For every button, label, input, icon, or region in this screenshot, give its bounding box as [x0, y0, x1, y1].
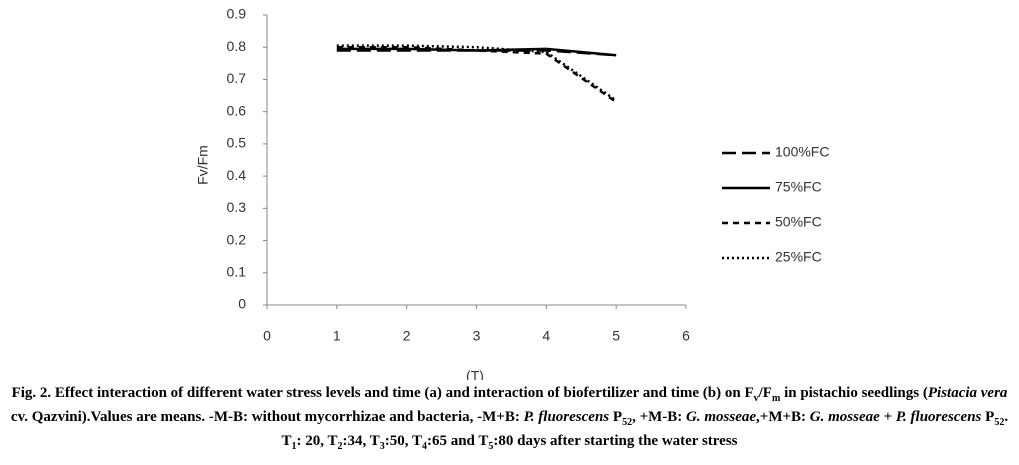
y-tick-label: 0.8: [227, 38, 247, 54]
y-tick-label: 0.1: [227, 263, 247, 279]
series-line: [336, 44, 617, 102]
caption-run: :34, T: [342, 433, 380, 449]
caption-run: . T: [281, 409, 1009, 449]
caption-run: cv. Qazvini).Values are means. -M-B: wit…: [10, 409, 524, 425]
caption-run: 5: [488, 441, 494, 452]
y-tick-label: 0.2: [227, 231, 247, 247]
caption-run: G. mosseae + P. fluorescens: [809, 409, 982, 425]
y-tick-label: 0.7: [227, 70, 247, 86]
x-tick-label: 4: [542, 328, 550, 344]
legend-label: 100%FC: [775, 144, 829, 160]
caption-run: , +M-B:: [632, 409, 687, 425]
legend-label: 50%FC: [775, 214, 822, 230]
caption-run: 1: [291, 441, 297, 452]
caption-run: 4: [421, 441, 427, 452]
caption-run: P: [981, 409, 995, 425]
x-tick-label: 5: [612, 328, 620, 344]
x-axis-label: (T): [466, 368, 484, 380]
caption-run: P: [609, 409, 623, 425]
caption-run: :65 and T: [426, 433, 489, 449]
caption-run: :80 days after starting the water stress: [493, 433, 738, 449]
caption-run: 2: [337, 441, 343, 452]
caption-run: :50, T: [384, 433, 422, 449]
caption-run: : 20, T: [296, 433, 338, 449]
caption-run: 52: [994, 417, 1005, 428]
series-line: [336, 45, 617, 104]
x-tick-label: 3: [473, 328, 481, 344]
chart: 0 0.1 0.2 0.3 0.4 0.5 0.6 0.7 0.8 0.9 0 1 2 3 4 5 6 (T) Fv…: [195, 6, 830, 380]
caption-run: 52: [622, 417, 633, 428]
legend-label: 75%FC: [775, 179, 822, 195]
y-tick-label: 0.3: [227, 199, 247, 215]
series-line: [336, 47, 617, 57]
caption: Fig. 2. Effect interaction of different …: [10, 384, 1009, 456]
y-tick-label: 0.5: [227, 135, 247, 151]
caption-run: Pistacia vera: [927, 385, 1008, 401]
x-tick-label: 2: [403, 328, 411, 344]
caption-run: G. mosseae: [686, 409, 757, 425]
caption-run: v: [753, 393, 759, 404]
caption-run: ,+M+B:: [756, 409, 810, 425]
caption-run: in pistachio seedlings (: [780, 385, 928, 401]
x-tick-label: 0: [263, 328, 271, 344]
caption-run: Fig. 2. Effect interaction of different …: [11, 385, 754, 401]
caption-run: m: [771, 393, 781, 404]
x-tick-label: 1: [333, 328, 341, 344]
caption-run: /F: [758, 385, 772, 401]
y-axis-label: Fv/Fm: [195, 145, 211, 185]
x-tick-label: 6: [682, 328, 690, 344]
y-tick-label: 0.4: [227, 167, 247, 183]
y-tick-label: 0.6: [227, 102, 247, 118]
y-tick-label: 0: [238, 296, 246, 312]
caption-run: P. fluorescens: [523, 409, 610, 425]
caption-run: 3: [379, 441, 385, 452]
y-tick-label: 0.9: [227, 6, 247, 22]
legend-label: 25%FC: [775, 249, 822, 265]
